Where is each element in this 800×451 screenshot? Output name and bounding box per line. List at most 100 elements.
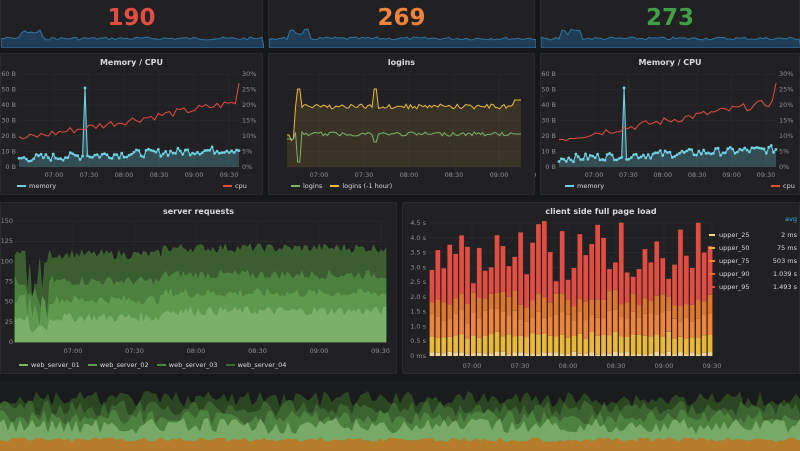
latency-bar-segment (678, 305, 683, 322)
latency-bar-segment (624, 272, 630, 303)
legend-upper-75[interactable]: upper_75 503 ms (709, 254, 797, 267)
legend-upper-90[interactable]: upper_90 1.039 s (709, 267, 797, 280)
memory-point (93, 153, 97, 157)
latency-bar-segment (453, 352, 458, 356)
client-load-panel[interactable]: client side full page load 07:00 07:30 08:… (402, 202, 800, 374)
latency-bar-segment (482, 310, 488, 336)
legend-cpu[interactable]: cpu (223, 182, 247, 190)
latency-bar-segment (441, 302, 447, 322)
memory-cpu-panel-right[interactable]: Memory / CPU 07:00 07:30 08:00 08:30 09:00 09… (540, 53, 800, 195)
y-tick-label: 10% (242, 132, 256, 140)
x-tick-label: 08:30 (607, 362, 626, 370)
memory-point (596, 152, 599, 156)
latency-bar-segment (707, 246, 713, 295)
latency-bar-segment (488, 308, 494, 335)
latency-bar-segment (506, 266, 512, 297)
latency-bar-segment (482, 270, 488, 299)
server-requests-panel[interactable]: server requests 07:00 07:30 08:00 08:30 09:0… (0, 202, 397, 374)
legend-logins-prev[interactable]: logins (-1 hour) (330, 182, 392, 190)
stat-panel-1[interactable]: 190 (0, 0, 264, 48)
memory-point (682, 151, 686, 154)
latency-bar-segment (701, 352, 707, 356)
memory-point (120, 151, 124, 155)
latency-bar-segment (435, 317, 441, 338)
x-tick-label: 09:00 (655, 362, 674, 370)
legend-web-server-03[interactable]: web_server_03 (156, 361, 218, 369)
x-tick-label: 08:00 (653, 171, 672, 179)
memory-point (581, 158, 585, 161)
legend-memory[interactable]: memory (565, 182, 604, 190)
memory-point (560, 157, 563, 161)
latency-bar-segment (707, 294, 713, 314)
latency-bar-segment (441, 337, 447, 354)
latency-bar-segment (512, 352, 518, 356)
legend-upper-50[interactable]: upper_50 75 ms (709, 241, 797, 254)
y-tick-label: 1.5 s (410, 308, 426, 316)
latency-bar-segment (447, 244, 453, 305)
memory-point (658, 149, 662, 153)
x-tick-label: 07:00 (463, 362, 482, 370)
latency-bar-segment (471, 292, 476, 313)
latency-bar-segment (595, 335, 600, 355)
memory-point (68, 151, 72, 155)
memory-point (731, 147, 734, 151)
latency-bar-segment (512, 336, 518, 353)
logins-panel[interactable]: logins 07:00 07:30 08:00 08:30 09:00 09:30 lo… (268, 53, 536, 195)
latency-bar-segment (613, 262, 618, 290)
memory-point (76, 154, 80, 158)
memory-point (127, 153, 131, 157)
legend-upper-95[interactable]: upper_95 1.493 s (709, 280, 797, 293)
legend-cpu[interactable]: cpu (771, 182, 795, 190)
latency-bar-segment (642, 313, 648, 336)
latency-bar-segment (494, 235, 500, 293)
legend-memory[interactable]: memory (17, 182, 56, 190)
stat-panel-2[interactable]: 269 (268, 0, 536, 48)
latency-bar-segment (518, 352, 523, 356)
legend-logins[interactable]: logins (291, 182, 322, 190)
bottom-area-chart (0, 391, 800, 451)
memory-point (736, 150, 739, 154)
y-tick-label: 30% (779, 70, 793, 78)
bottom-area-panel[interactable] (0, 381, 800, 451)
y-tick-label: 20% (242, 101, 256, 109)
latency-bar-segment (429, 314, 435, 337)
memory-point (237, 149, 241, 153)
latency-bar-segment (666, 310, 671, 332)
legend-web-server-01[interactable]: web_server_01 (19, 361, 80, 369)
x-tick-label: 07:30 (80, 171, 99, 179)
memory-point (49, 158, 53, 162)
y-tick-label: 2.0 s (410, 293, 426, 301)
latency-bar-segment (459, 309, 464, 335)
latency-bar-segment (547, 317, 553, 336)
stat-panel-3[interactable]: 273 (540, 0, 800, 48)
legend-web-server-04[interactable]: web_server_04 (225, 361, 286, 369)
latency-bar-segment (553, 336, 559, 353)
memory-point (598, 158, 602, 162)
latency-bar-segment (654, 241, 660, 296)
x-tick-label: 09:30 (535, 171, 536, 179)
x-tick-label: 07:00 (310, 171, 329, 179)
latency-bar-segment (547, 352, 553, 356)
memory-point (22, 156, 26, 159)
memory-point (66, 156, 70, 159)
y-tick-label: 10 B (541, 148, 556, 156)
y-tick-label: 1.0 s (410, 322, 426, 330)
latency-bar-segment (488, 267, 494, 294)
latency-bar-segment (435, 299, 441, 317)
memory-point (750, 146, 754, 150)
memory-point (169, 149, 172, 153)
memory-point (632, 153, 636, 157)
legend-upper-25[interactable]: upper_25 2 ms (709, 228, 797, 241)
latency-bar-segment (601, 334, 606, 354)
memory-point (171, 151, 175, 155)
legend-web-server-02[interactable]: web_server_02 (87, 361, 149, 369)
memory-cpu-panel-left[interactable]: Memory / CPU 07:00 07:30 08:00 08:30 09:00 09… (0, 53, 263, 195)
x-tick-label: 07:30 (355, 171, 374, 179)
latency-bar-segment (654, 296, 660, 315)
latency-bar-segment (553, 352, 559, 356)
latency-bar-segment (565, 337, 571, 355)
latency-bar-segment (654, 335, 660, 352)
memory-point (181, 152, 185, 156)
logins-prev-line (286, 88, 521, 142)
latency-bar-segment (459, 352, 464, 356)
